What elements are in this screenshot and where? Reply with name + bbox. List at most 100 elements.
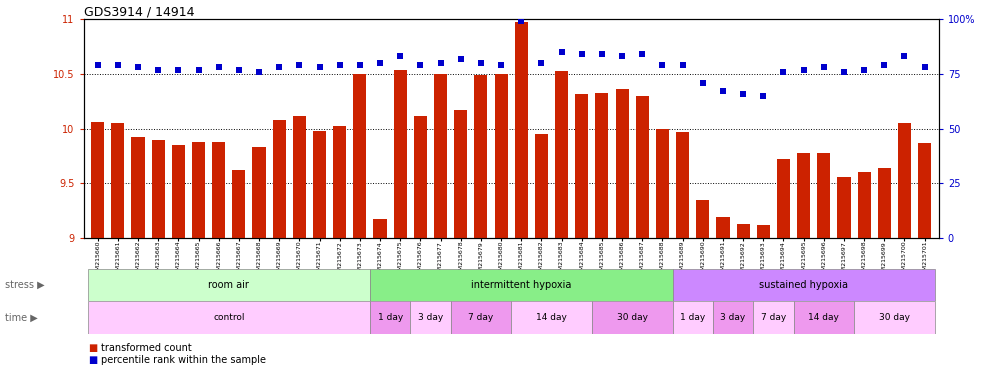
Bar [535,134,548,238]
Bar [817,153,831,238]
Text: control: control [213,313,245,322]
Text: 3 day: 3 day [721,313,746,322]
Bar [676,132,689,238]
Bar [232,170,246,238]
Point [877,62,893,68]
Bar [838,177,850,238]
Text: intermittent hypoxia: intermittent hypoxia [471,280,571,290]
Point [655,62,670,68]
Bar [636,96,649,238]
Bar [374,220,386,238]
Text: ■: ■ [88,355,97,365]
Bar [313,131,326,238]
Point [553,49,569,55]
Point [191,66,206,73]
Text: 3 day: 3 day [418,313,443,322]
Text: 7 day: 7 day [468,313,493,322]
Bar [596,93,608,238]
Bar [854,301,935,334]
Point [110,62,126,68]
Bar [494,74,507,238]
Bar [87,269,370,301]
Point [150,66,166,73]
Point [413,62,429,68]
Point [594,51,609,57]
Bar [212,142,225,238]
Text: 7 day: 7 day [761,313,786,322]
Point [473,60,489,66]
Bar [475,75,488,238]
Bar [555,71,568,238]
Bar [717,217,729,238]
Point [170,66,186,73]
Point [352,62,368,68]
Point [796,66,812,73]
Point [210,64,226,70]
Point [816,64,832,70]
Text: transformed count: transformed count [101,343,192,353]
Point [896,53,912,60]
Bar [713,301,753,334]
Bar [87,301,370,334]
Bar [656,129,669,238]
Point [231,66,247,73]
Bar [414,116,427,238]
Bar [918,143,931,238]
Bar [111,123,125,238]
Text: 30 day: 30 day [616,313,648,322]
Bar [878,168,891,238]
Bar [410,301,450,334]
Bar [575,94,588,238]
Bar [192,142,205,238]
Point [252,69,267,75]
Point [271,64,287,70]
Bar [753,301,793,334]
Bar [91,122,104,238]
Point [856,66,872,73]
Bar [450,301,511,334]
Bar [793,301,854,334]
Point [776,69,791,75]
Bar [696,200,710,238]
Text: 14 day: 14 day [808,313,839,322]
Point [695,79,711,86]
Bar [151,140,165,238]
Text: percentile rank within the sample: percentile rank within the sample [101,355,266,365]
Bar [393,70,407,238]
Point [917,64,933,70]
Bar [777,159,790,238]
Bar [132,137,145,238]
Text: stress ▶: stress ▶ [5,280,44,290]
Text: ■: ■ [88,343,97,353]
Text: 14 day: 14 day [536,313,567,322]
Bar [293,116,306,238]
Text: 30 day: 30 day [879,313,910,322]
Point [453,56,469,62]
Point [534,60,549,66]
Point [392,53,408,60]
Bar [370,269,672,301]
Point [89,62,105,68]
Point [837,69,852,75]
Point [332,62,348,68]
Bar [757,225,770,238]
Text: room air: room air [208,280,250,290]
Bar [672,301,713,334]
Point [292,62,308,68]
Point [634,51,650,57]
Point [493,62,509,68]
Bar [592,301,672,334]
Bar [672,269,935,301]
Point [715,88,730,94]
Point [614,53,630,60]
Point [755,93,771,99]
Point [373,60,388,66]
Point [674,62,690,68]
Point [513,18,529,25]
Bar [172,145,185,238]
Bar [511,301,592,334]
Point [735,91,751,97]
Bar [370,301,410,334]
Bar [736,224,750,238]
Text: time ▶: time ▶ [5,313,37,323]
